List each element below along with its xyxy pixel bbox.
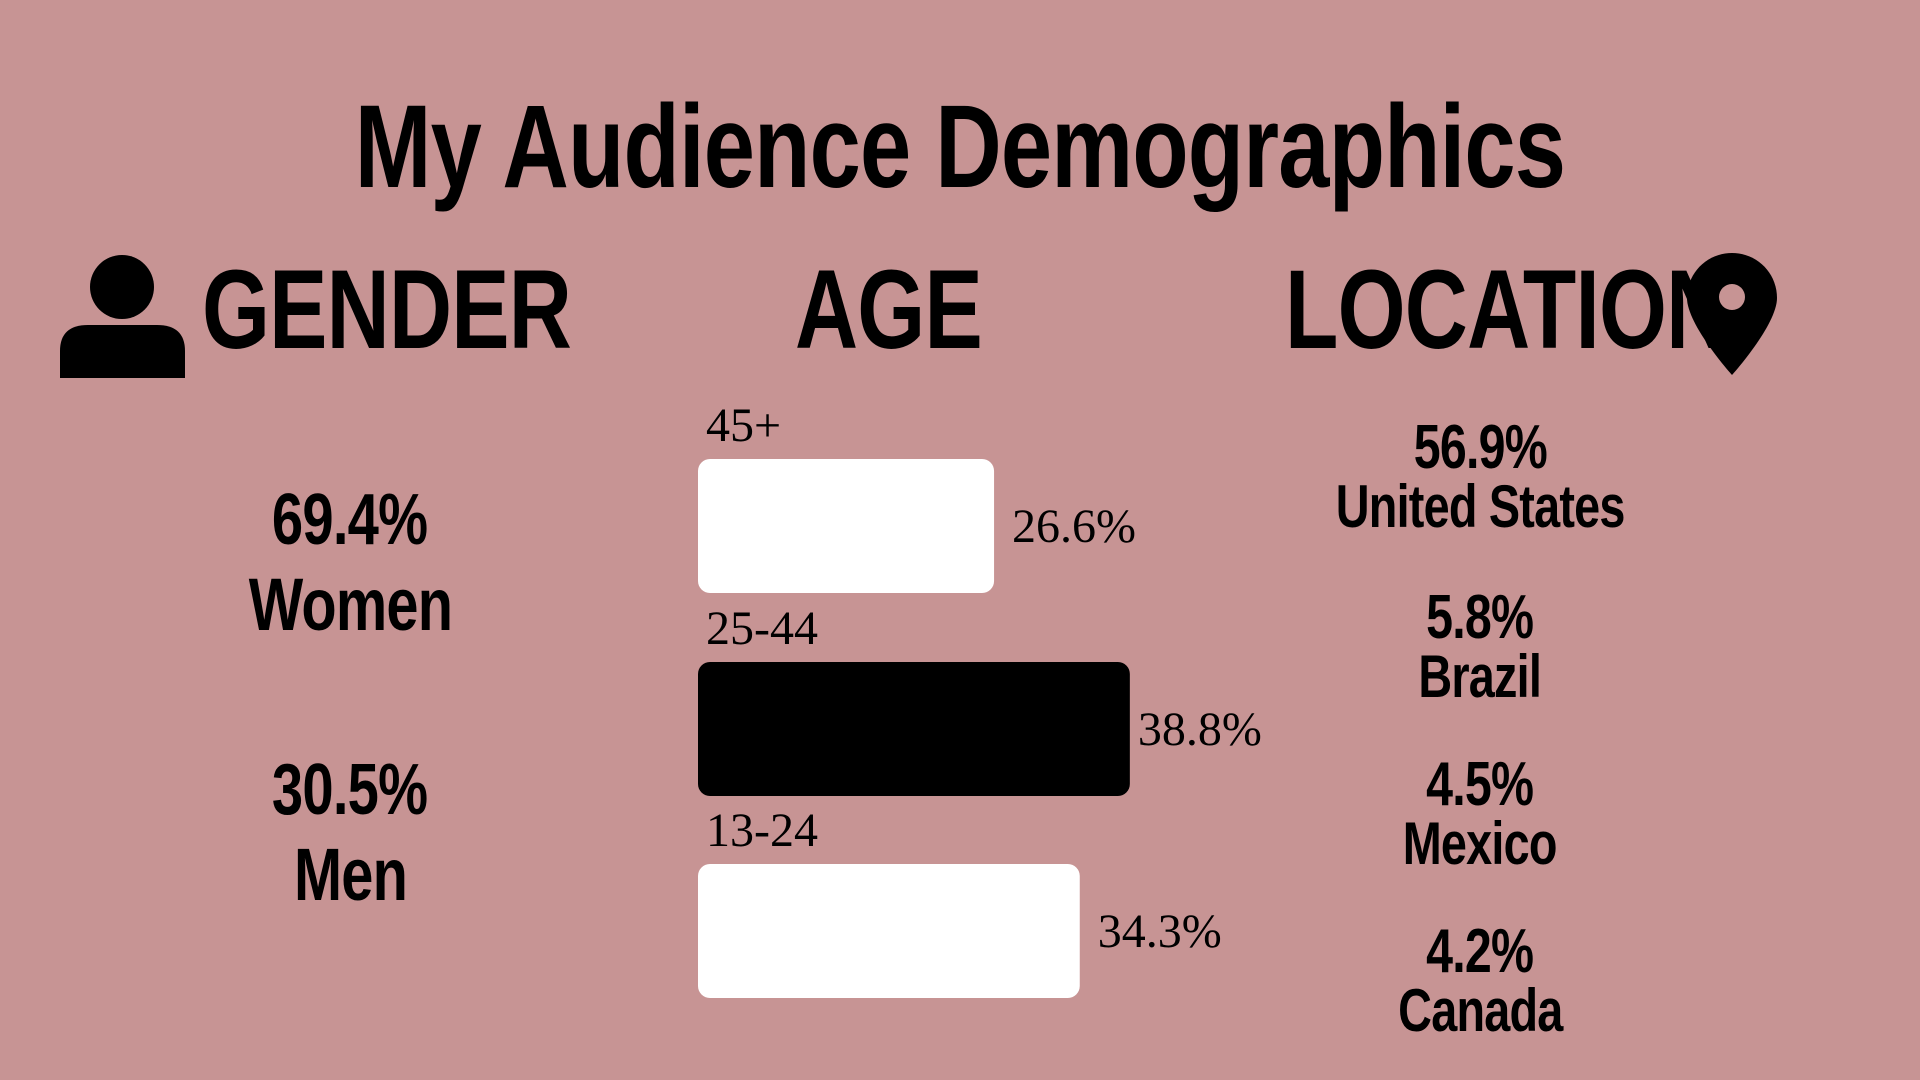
location-heading: LOCATION (1285, 247, 1729, 372)
age-category-label: 13-24 (706, 804, 818, 857)
user-icon (60, 255, 185, 378)
age-value-label: 34.3% (1098, 905, 1222, 958)
location-header: LOCATION (1285, 245, 1805, 375)
gender-label: Men (293, 833, 407, 916)
gender-pct: 69.4% (272, 480, 428, 560)
location-pct: 4.2% (1426, 917, 1534, 986)
map-pin-icon (1687, 253, 1777, 375)
age-bar (698, 662, 1130, 796)
age-bar (698, 459, 995, 593)
age-category-label: 45+ (706, 399, 781, 452)
location-pct: 56.9% (1413, 413, 1547, 482)
title-text: My Audience Demographics (354, 81, 1566, 213)
location-stat: 5.8% Brazil (1280, 583, 1680, 710)
age-value-label: 26.6% (1012, 500, 1136, 553)
location-name: United States (1335, 473, 1626, 540)
age-value-label: 38.8% (1138, 703, 1262, 756)
gender-heading: GENDER (202, 247, 572, 372)
location-stat: 4.2% Canada (1280, 917, 1680, 1044)
location-name: Mexico (1402, 810, 1558, 877)
location-pct: 5.8% (1426, 583, 1534, 652)
gender-pct: 30.5% (272, 750, 428, 830)
gender-women-stat: 69.4% Women (200, 478, 500, 648)
page-title: My Audience Demographics (0, 82, 1920, 212)
location-name: Canada (1397, 977, 1563, 1044)
location-stat: 56.9% United States (1280, 413, 1680, 540)
gender-men-stat: 30.5% Men (200, 748, 500, 918)
age-header: AGE (795, 245, 1035, 375)
gender-label: Women (248, 563, 452, 646)
age-heading: AGE (795, 247, 983, 372)
location-name: Brazil (1418, 643, 1543, 710)
age-category-label: 25-44 (706, 602, 818, 655)
location-stat: 4.5% Mexico (1280, 750, 1680, 877)
location-pct: 4.5% (1426, 750, 1534, 819)
age-bar (698, 864, 1080, 998)
